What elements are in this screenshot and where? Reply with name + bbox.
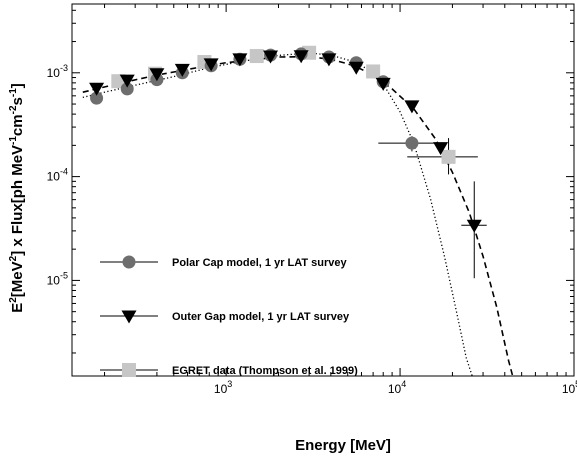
triangle-down-marker <box>149 68 165 82</box>
triangle-down-marker <box>348 61 364 75</box>
y-tick-label: 10-3 <box>47 63 68 80</box>
legend-label: Outer Gap model, 1 yr LAT survey <box>172 311 350 323</box>
legend-square-marker <box>122 363 136 377</box>
model-curves <box>82 52 514 376</box>
x-tick-label: 103 <box>214 379 232 396</box>
legend-label: Polar Cap model, 1 yr LAT survey <box>172 257 348 269</box>
circle-marker <box>90 91 104 105</box>
axis-ticks: 103 104 105 10-3 10-4 10-5 <box>47 4 577 396</box>
y-tick-label: 10-4 <box>47 167 68 184</box>
data-markers <box>89 45 482 233</box>
triangle-down-marker <box>232 53 248 67</box>
legend-label: EGRET data (Thompson et al. 1999) <box>172 365 358 377</box>
legend-circle-marker <box>122 255 136 269</box>
triangle-down-marker <box>433 142 449 156</box>
triangle-down-marker <box>119 74 135 88</box>
triangle-down-marker <box>263 50 279 64</box>
triangle-down-marker <box>203 58 219 72</box>
square-marker <box>249 49 264 64</box>
triangle-down-marker <box>89 82 105 96</box>
triangle-down-marker <box>293 50 309 64</box>
triangle-down-marker <box>375 77 391 91</box>
x-tick-label: 104 <box>388 379 406 396</box>
plot-frame <box>71 3 575 377</box>
x-tick-label: 105 <box>562 379 577 396</box>
legend-triangle-down-marker <box>121 310 137 324</box>
circle-marker <box>120 82 134 96</box>
circle-marker <box>405 136 419 150</box>
triangle-down-marker <box>404 100 420 114</box>
x-axis-title: Energy [MeV] <box>295 437 391 454</box>
triangle-down-marker <box>174 63 190 77</box>
legend: Polar Cap model, 1 yr LAT survey Outer Ga… <box>100 255 358 377</box>
y-axis-title: E2[MeV2] x Flux[ph MeV-1cm-2s-1] <box>8 83 26 313</box>
triangle-down-marker <box>466 219 482 233</box>
y-tick-label: 10-5 <box>47 270 68 287</box>
square-marker <box>441 149 456 164</box>
triangle-down-marker <box>321 53 337 67</box>
square-marker <box>366 64 381 79</box>
dashed-model-curve <box>82 55 514 376</box>
